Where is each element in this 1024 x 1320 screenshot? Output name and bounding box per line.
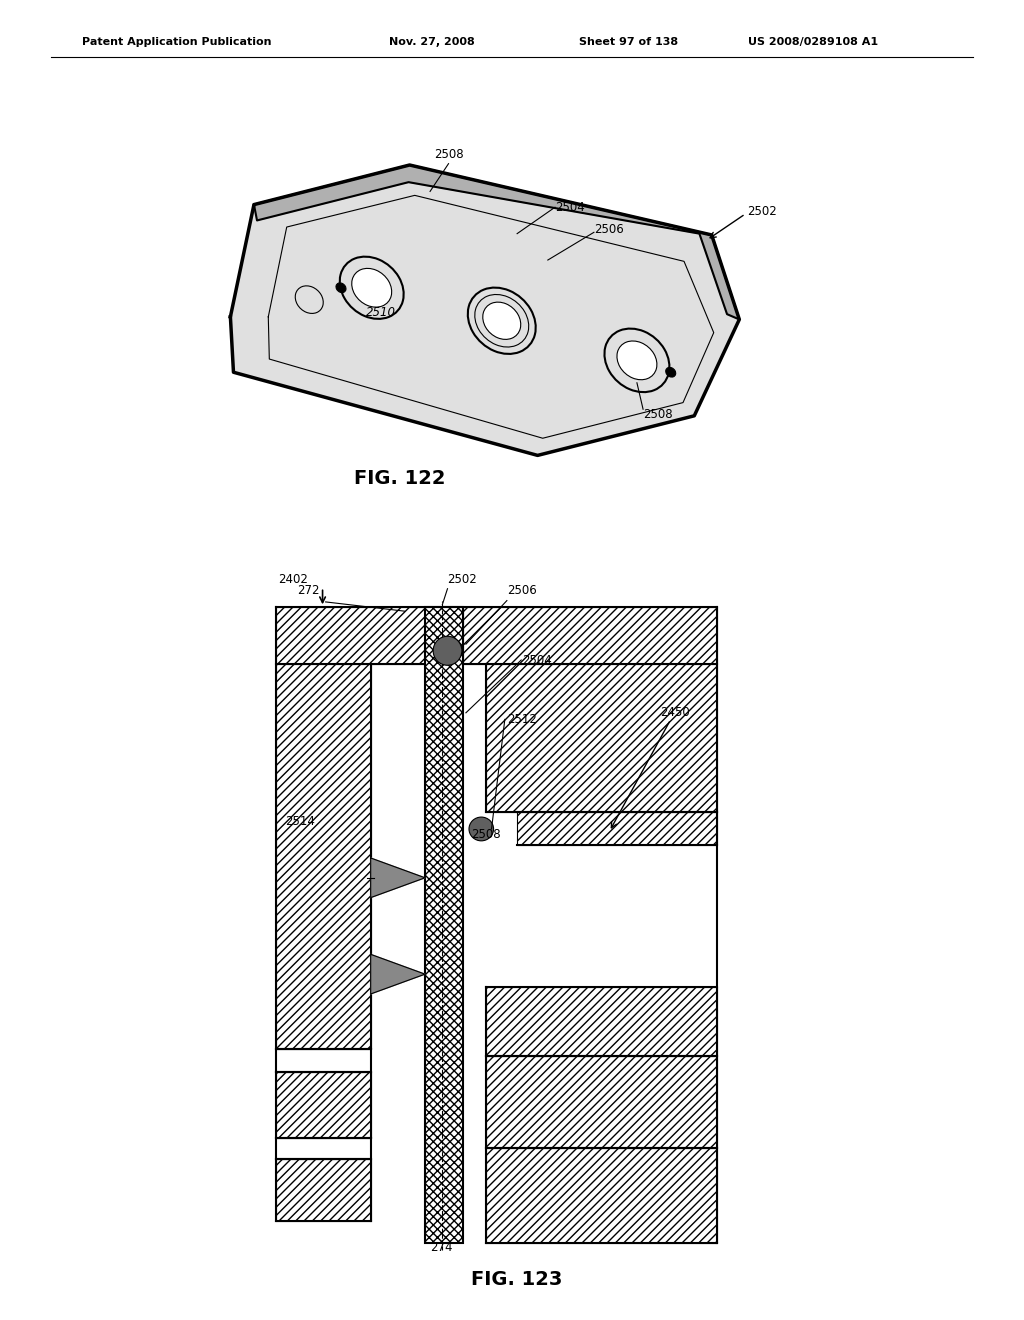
Text: FIG. 122: FIG. 122 xyxy=(353,469,445,487)
Polygon shape xyxy=(371,954,425,994)
Text: FIG. 123: FIG. 123 xyxy=(471,1270,563,1288)
Text: Nov. 27, 2008: Nov. 27, 2008 xyxy=(389,37,475,48)
Text: US 2008/0289108 A1: US 2008/0289108 A1 xyxy=(748,37,878,48)
Ellipse shape xyxy=(469,817,494,841)
Ellipse shape xyxy=(666,367,676,378)
Bar xyxy=(276,607,425,664)
Polygon shape xyxy=(371,858,425,898)
Bar xyxy=(425,607,463,1243)
Text: 272: 272 xyxy=(297,583,319,597)
Bar xyxy=(486,987,717,1056)
Text: 2450: 2450 xyxy=(660,706,690,719)
Bar xyxy=(463,607,717,664)
Text: 2506: 2506 xyxy=(594,223,624,236)
Text: 2402: 2402 xyxy=(279,573,308,586)
Text: 2504: 2504 xyxy=(522,653,552,667)
Bar xyxy=(276,607,425,664)
Bar xyxy=(486,1148,717,1243)
Bar xyxy=(486,987,717,1056)
Ellipse shape xyxy=(336,282,346,293)
Text: 2504: 2504 xyxy=(555,201,585,214)
Ellipse shape xyxy=(616,341,657,380)
Text: 2514: 2514 xyxy=(285,814,314,828)
Ellipse shape xyxy=(433,636,462,665)
Bar xyxy=(276,664,371,1049)
Text: 2508: 2508 xyxy=(471,828,501,841)
Text: Sheet 97 of 138: Sheet 97 of 138 xyxy=(579,37,678,48)
Bar xyxy=(486,1148,717,1243)
Bar xyxy=(276,664,371,1049)
Text: 2510: 2510 xyxy=(366,306,396,319)
Bar xyxy=(276,1072,371,1138)
Polygon shape xyxy=(254,165,739,319)
Text: 2508: 2508 xyxy=(643,408,673,421)
Bar xyxy=(517,812,717,845)
Bar xyxy=(486,664,717,812)
Polygon shape xyxy=(230,165,739,455)
Text: 2506: 2506 xyxy=(507,583,537,597)
Ellipse shape xyxy=(482,302,521,339)
Text: 2502: 2502 xyxy=(748,205,777,218)
Bar xyxy=(486,664,717,812)
Text: 2512: 2512 xyxy=(507,713,537,726)
Text: 2502: 2502 xyxy=(447,573,477,586)
Text: 274: 274 xyxy=(430,1241,453,1254)
Bar xyxy=(486,1056,717,1148)
Text: Patent Application Publication: Patent Application Publication xyxy=(82,37,271,48)
Bar xyxy=(517,812,717,845)
Ellipse shape xyxy=(351,268,392,308)
Bar xyxy=(276,1159,371,1221)
Text: 2508: 2508 xyxy=(434,148,463,161)
Bar xyxy=(276,1159,371,1221)
Bar xyxy=(276,1072,371,1138)
Bar xyxy=(463,607,717,664)
Bar xyxy=(486,1056,717,1148)
Bar xyxy=(425,607,463,1243)
